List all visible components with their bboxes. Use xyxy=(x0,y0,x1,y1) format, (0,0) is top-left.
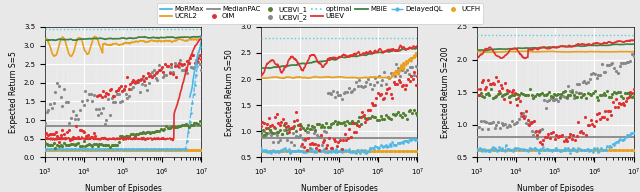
X-axis label: Number of Episodes: Number of Episodes xyxy=(84,184,161,192)
Y-axis label: Expected Return S=200: Expected Return S=200 xyxy=(442,46,451,138)
X-axis label: Number of Episodes: Number of Episodes xyxy=(517,184,594,192)
Y-axis label: Expected Return S=5: Expected Return S=5 xyxy=(9,51,19,133)
Y-axis label: Expected Return S=50: Expected Return S=50 xyxy=(225,49,234,136)
Legend: MoRMax, UCRL2, MedianPAC, OIM, UCBVI_1, UCBVI_2, optimal, UBEV, MBIE, DelayedQL,: MoRMax, UCRL2, MedianPAC, OIM, UCBVI_1, … xyxy=(157,3,483,24)
X-axis label: Number of Episodes: Number of Episodes xyxy=(301,184,378,192)
